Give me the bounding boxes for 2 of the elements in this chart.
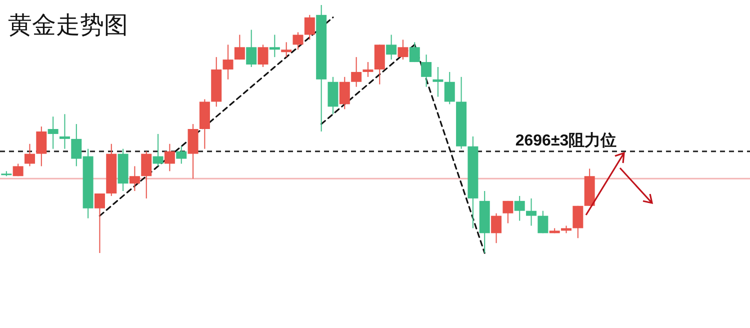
ref-line-label: 2696±3阻力位 [515,131,617,150]
chart-title: 黄金走势图 [8,11,128,39]
